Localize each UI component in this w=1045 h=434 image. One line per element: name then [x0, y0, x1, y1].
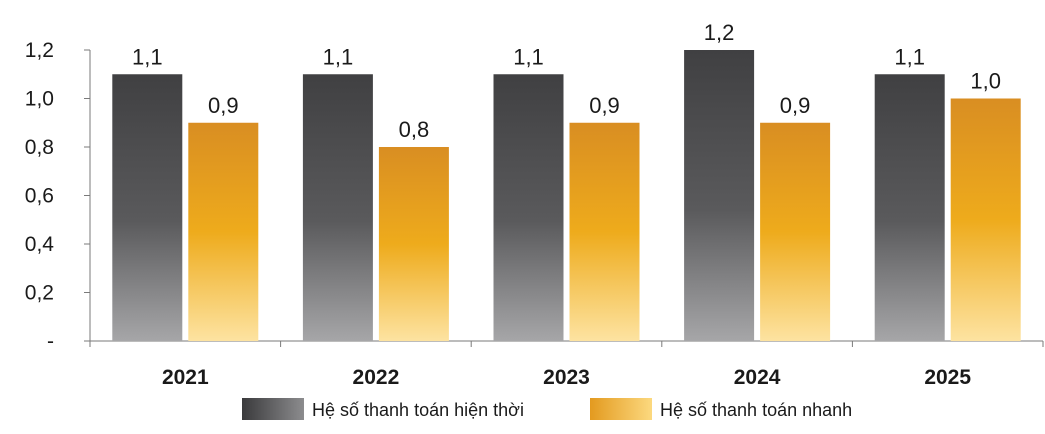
legend-label: Hệ số thanh toán nhanh — [660, 400, 852, 420]
y-tick-label: 0,2 — [25, 282, 54, 305]
bar-current-ratio — [684, 50, 755, 341]
x-category-label: 2023 — [543, 366, 590, 389]
bar-current-ratio — [874, 74, 945, 341]
y-tick-label: 0,4 — [25, 233, 55, 256]
bar-current-ratio — [112, 74, 183, 341]
data-label: 1,2 — [704, 20, 735, 45]
x-category-label: 2024 — [734, 366, 781, 389]
legend: Hệ số thanh toán hiện thời Hệ số thanh to… — [242, 398, 852, 420]
data-label: 0,8 — [399, 117, 430, 142]
legend-swatch-current-ratio — [242, 398, 304, 420]
x-category-label: 2025 — [924, 366, 971, 389]
y-tick-label: 1,2 — [25, 39, 54, 62]
bars — [112, 50, 1021, 341]
legend-label: Hệ số thanh toán hiện thời — [312, 400, 524, 420]
bar-quick-ratio — [188, 122, 259, 341]
y-tick-label: 0,8 — [25, 136, 54, 159]
data-labels: 1,1 0,9 1,1 0,8 1,1 0,9 1,2 0,9 1,1 1,0 — [132, 20, 1001, 142]
data-label: 1,1 — [323, 44, 354, 69]
legend-swatch-quick-ratio — [590, 398, 652, 420]
y-tick-label: - — [47, 330, 54, 353]
y-tick-label: 1,0 — [25, 88, 54, 111]
bar-quick-ratio — [569, 122, 640, 341]
data-label: 1,0 — [970, 69, 1001, 94]
bar-quick-ratio — [378, 147, 449, 341]
bar-quick-ratio — [760, 122, 831, 341]
data-label: 0,9 — [589, 93, 620, 118]
data-label: 1,1 — [513, 44, 544, 69]
x-category-label: 2021 — [162, 366, 209, 389]
axes: - 0,2 0,4 0,6 0,8 1,0 1,2 2021 2022 2023 2024 2025 — [25, 39, 1044, 389]
x-category-label: 2022 — [353, 366, 400, 389]
y-tick-label: 0,6 — [25, 185, 54, 208]
data-label: 0,9 — [208, 93, 239, 118]
data-label: 1,1 — [894, 44, 925, 69]
data-label: 1,1 — [132, 44, 163, 69]
bar-current-ratio — [493, 74, 564, 341]
bar-current-ratio — [302, 74, 373, 341]
bar-quick-ratio — [950, 98, 1021, 341]
data-label: 0,9 — [780, 93, 811, 118]
